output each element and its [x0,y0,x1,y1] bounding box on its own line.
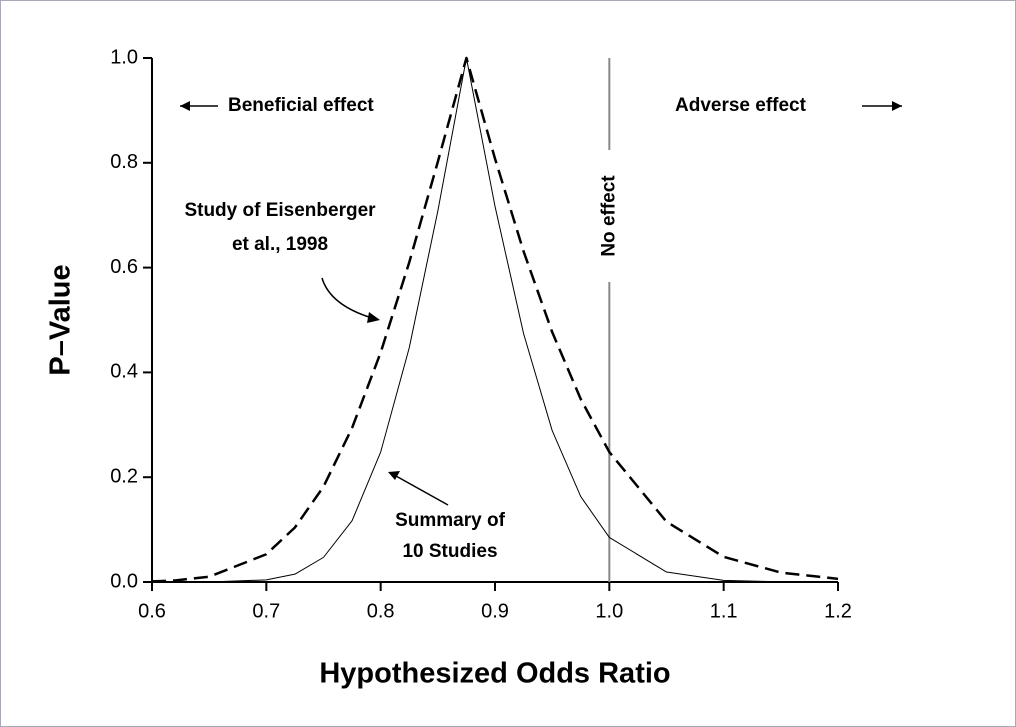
series-line [152,57,839,583]
y-tick-label: 0.6 [110,256,138,278]
y-tick-label: 0.4 [110,361,138,383]
x-tick-label: 1.1 [710,600,738,622]
reference-label: No effect [598,175,619,257]
label-background [597,150,622,282]
x-tick-label: 1.0 [595,600,623,622]
annotation: Adverse effect [675,95,807,116]
annotation: Study of Eisenberger [184,200,376,221]
y-tick-label: 0.8 [110,151,138,173]
series-line [151,56,839,583]
y-tick-label: 0.2 [110,465,138,487]
annotation: Beneficial effect [228,95,374,116]
annotation: Summary of [395,510,505,531]
y-axis-label: P–Value [45,264,77,375]
x-tick-label: 0.9 [481,600,509,622]
arrowhead [180,101,190,111]
x-tick-label: 0.6 [138,600,166,622]
x-tick-label: 0.8 [367,600,395,622]
annotation: et al., 1998 [232,234,328,255]
y-tick-label: 0.0 [110,570,138,592]
x-tick-label: 1.2 [824,600,852,622]
x-axis-label: Hypothesized Odds Ratio [319,658,670,690]
arrow [395,475,449,506]
arrowhead [367,312,380,323]
y-tick-label: 1.0 [110,46,138,68]
arrowhead [388,471,400,480]
arrowhead [892,101,902,111]
x-tick-label: 0.7 [252,600,280,622]
annotation: 10 Studies [402,541,497,562]
arrow [321,277,373,319]
